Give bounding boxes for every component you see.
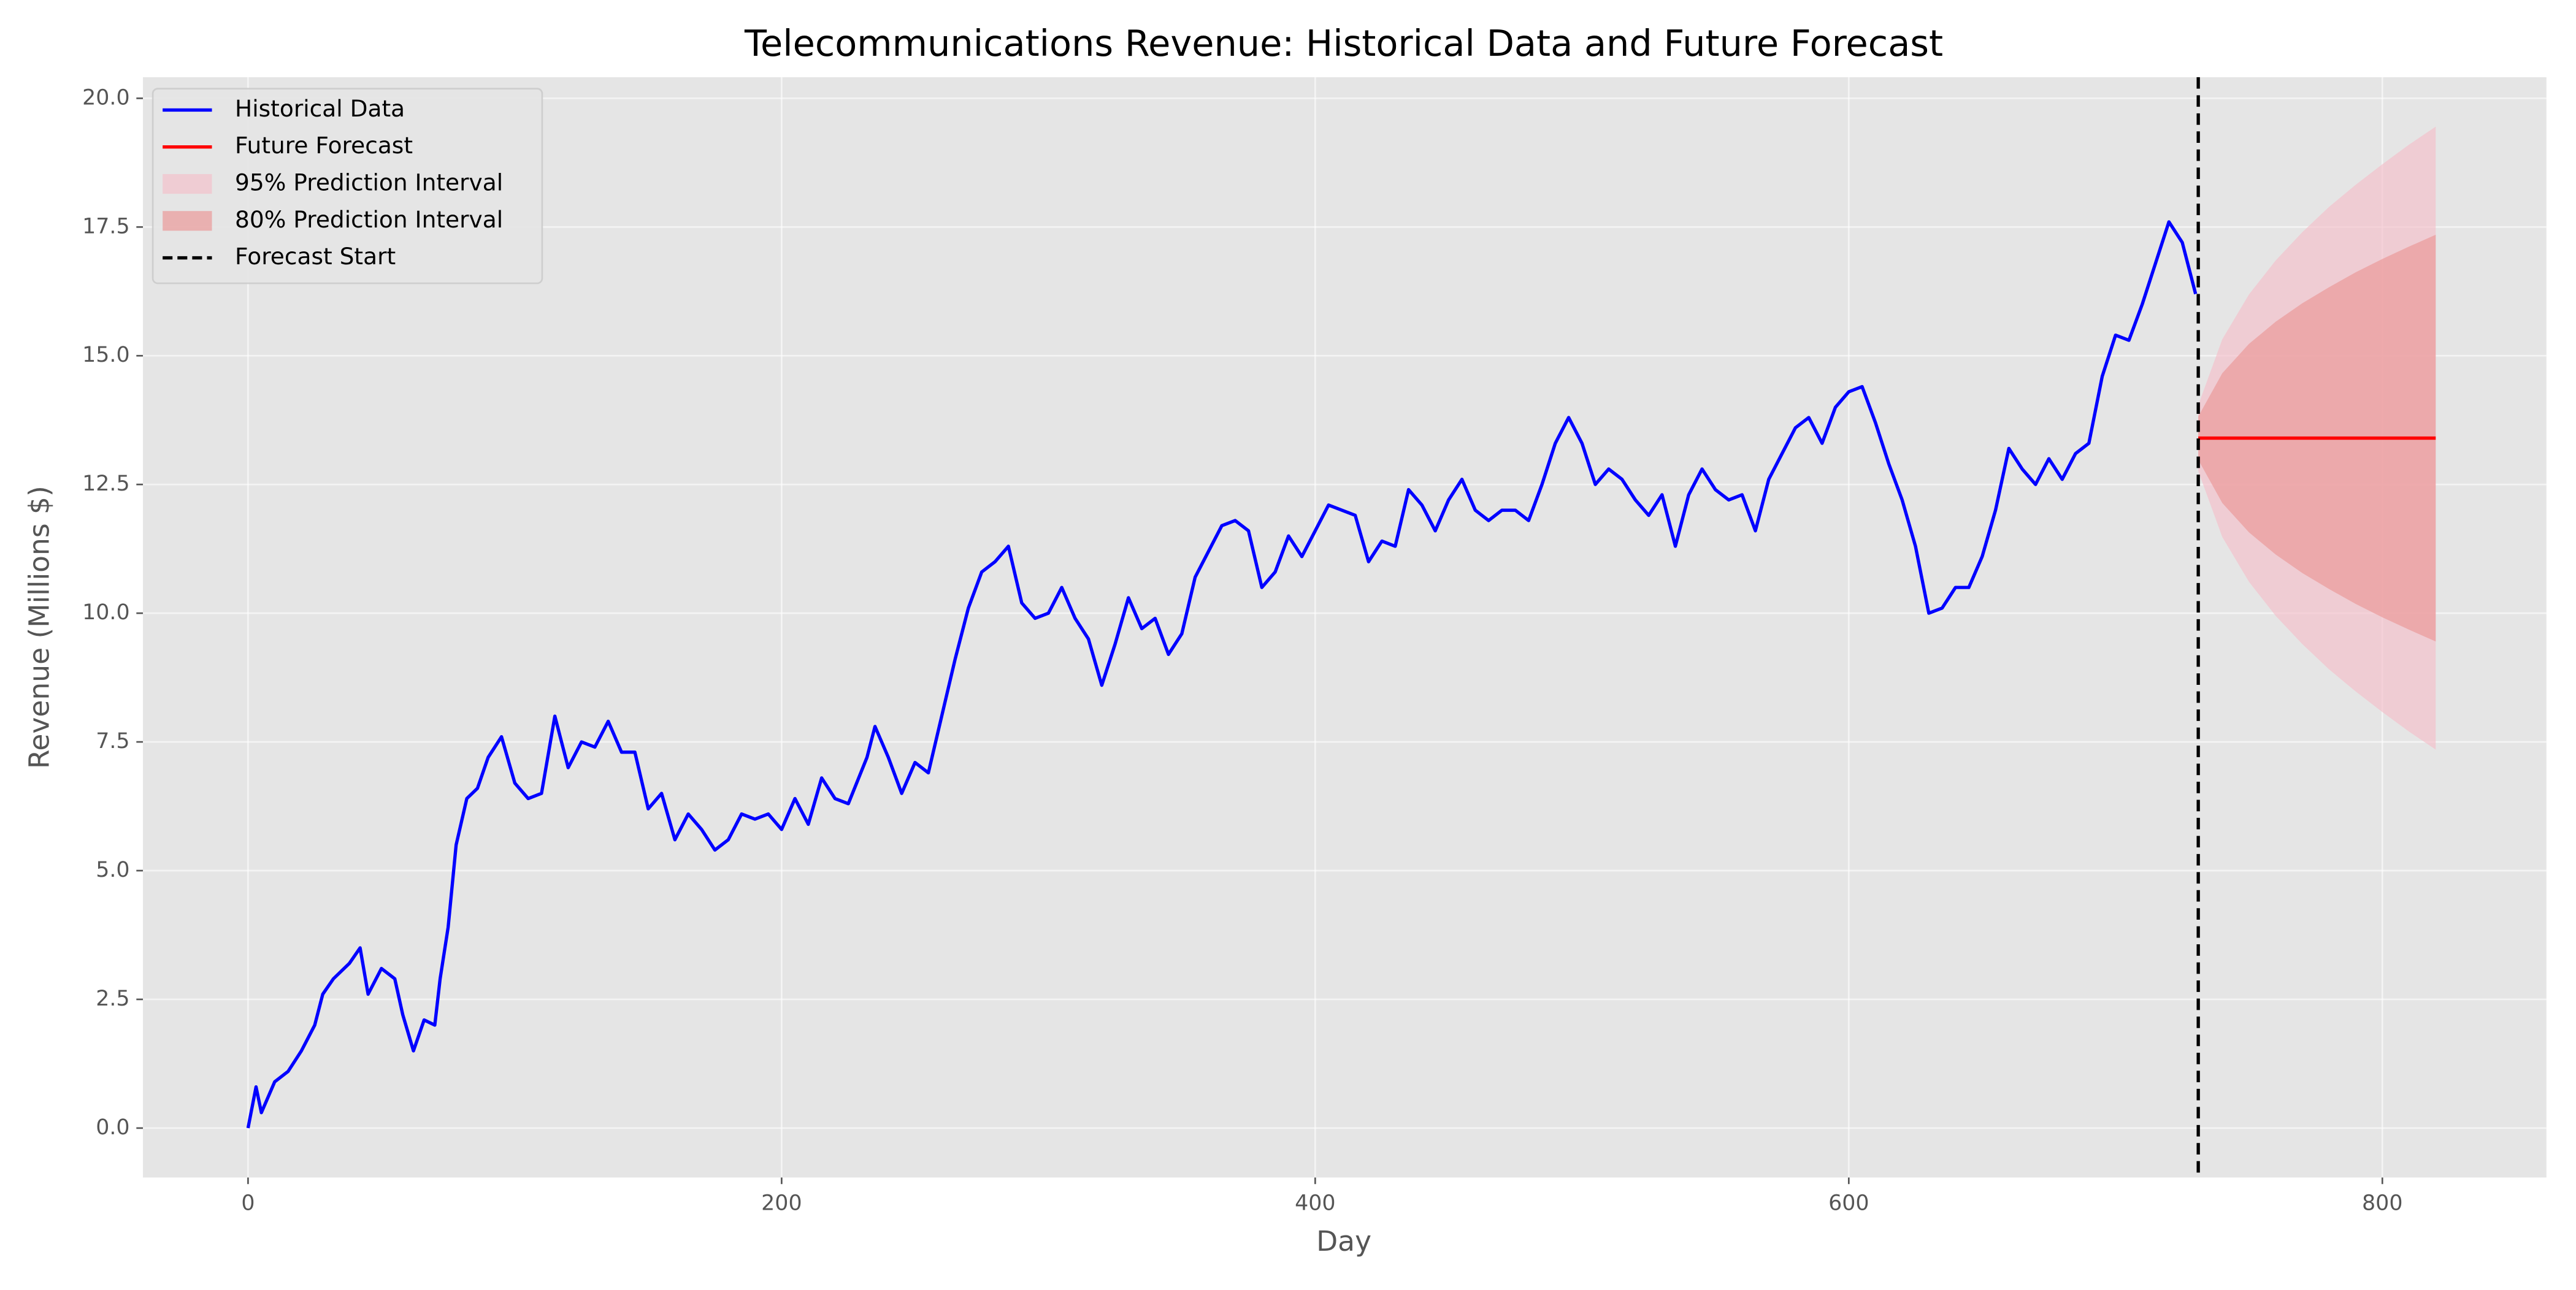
y-tick-label: 10.0: [82, 600, 130, 625]
legend-label: 80% Prediction Interval: [235, 206, 503, 233]
y-tick-label: 2.5: [96, 987, 129, 1011]
data: [246, 77, 2436, 1178]
legend-label: Future Forecast: [235, 132, 413, 159]
y-tick-label: 7.5: [96, 729, 129, 754]
y-tick-label: 17.5: [82, 214, 130, 239]
y-tick-label: 5.0: [96, 858, 129, 882]
x-tick-label: 400: [1295, 1191, 1335, 1215]
y-tick-label: 12.5: [82, 471, 130, 496]
y-tick-label: 15.0: [82, 343, 130, 367]
y-axis-label: Revenue (Millions $): [23, 486, 55, 769]
legend-label: Historical Data: [235, 95, 405, 122]
x-tick-label: 600: [1828, 1191, 1869, 1215]
x-tick-label: 800: [2362, 1191, 2402, 1215]
legend-label: Forecast Start: [235, 243, 396, 270]
x-axis-label: Day: [1316, 1225, 1371, 1258]
legend: Historical Data Future Forecast 95% Predic…: [151, 88, 543, 284]
legend-box: [151, 88, 543, 284]
x-tick-label: 200: [761, 1191, 802, 1215]
y-tick-label: 0.0: [96, 1115, 129, 1140]
x-tick-label: 0: [241, 1191, 255, 1215]
legend-swatch: [163, 211, 212, 231]
legend-swatch: [163, 174, 212, 194]
axes: 0.0 2.5 5.0 7.5 10.0 12.5 15.0 17.5 20.0 0 200 400 6…: [82, 85, 2402, 1215]
plot-area: [143, 77, 2547, 1178]
legend-label: 95% Prediction Interval: [235, 169, 503, 196]
grid: [143, 77, 2547, 1178]
y-tick-label: 20.0: [82, 85, 130, 110]
series-line: [246, 220, 2198, 1129]
chart-title: Telecommunications Revenue: Historical D…: [744, 22, 1943, 64]
